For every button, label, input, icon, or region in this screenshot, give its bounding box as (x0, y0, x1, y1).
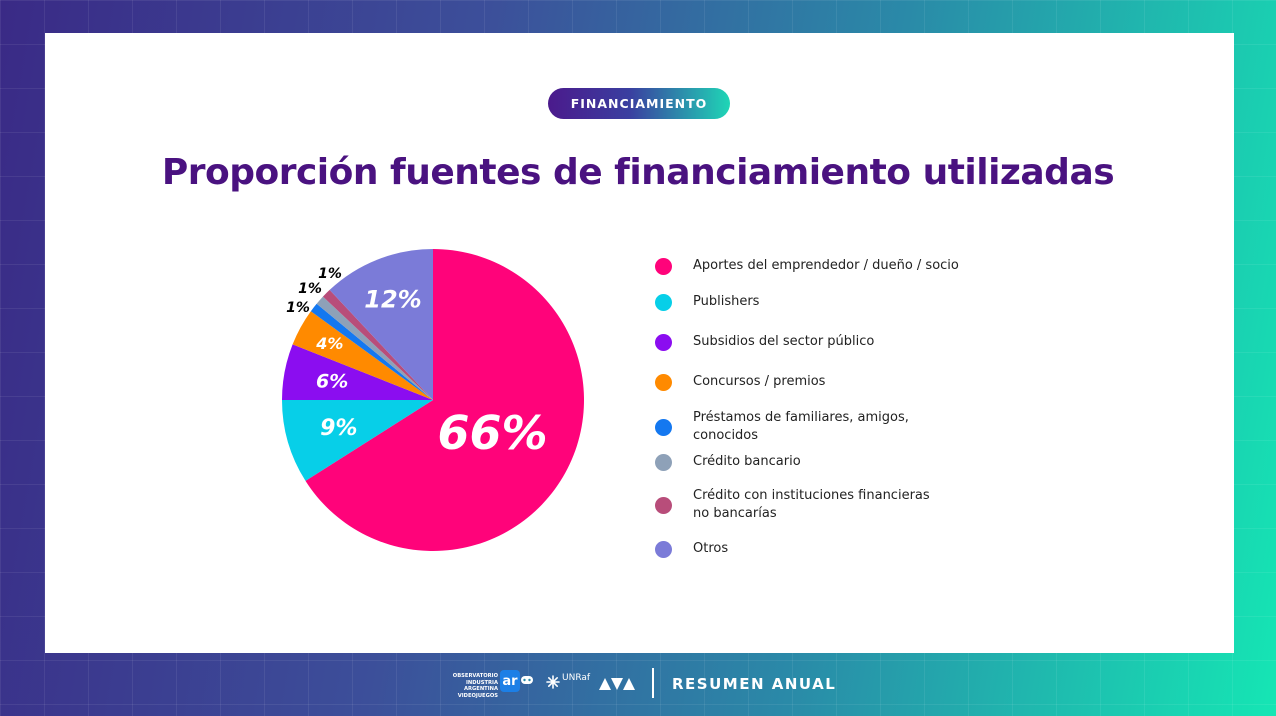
legend-item: Préstamos de familiares, amigos, conocid… (655, 409, 963, 445)
slice-label: 4% (315, 334, 343, 353)
pie-slice (322, 289, 433, 400)
pie-slice (282, 344, 433, 400)
legend-swatch (655, 540, 672, 558)
legend-item: Concursos / premios (655, 373, 963, 391)
legend-label: Otros (693, 541, 729, 556)
legend-label: Aportes del emprendedor / dueño / socio (693, 258, 959, 273)
slice-label: 66% (437, 406, 547, 460)
legend-swatch (655, 453, 672, 471)
legend-swatch (655, 496, 672, 514)
legend-label: Concursos / premios (693, 374, 826, 389)
legend-swatch (655, 293, 672, 311)
slice-label: 1% (298, 281, 322, 297)
pie-slice (316, 296, 433, 400)
logo-line: INDUSTRIA ARGENTINA (464, 679, 498, 693)
footer-divider (652, 668, 654, 698)
legend-item: Otros (655, 540, 963, 558)
legend-label: Publishers (693, 294, 760, 309)
legend-swatch (655, 333, 672, 351)
footer: OBSERVATORIO INDUSTRIA ARGENTINA VIDEOJU… (0, 663, 1276, 708)
section-badge: FINANCIAMIENTO (548, 88, 730, 119)
observatorio-logo-text: OBSERVATORIO INDUSTRIA ARGENTINA VIDEOJU… (432, 673, 498, 699)
slice-label: 12% (364, 285, 421, 313)
legend-label: Crédito bancario (693, 454, 801, 469)
legend-label: Crédito con instituciones financieras no… (693, 488, 930, 521)
ava-logo-icon (599, 678, 635, 690)
logo-line: VIDEOJUEGOS (457, 692, 498, 699)
legend-label: Subsidios del sector público (693, 334, 875, 349)
unraf-logo-text: UNRaf (562, 673, 591, 683)
pie-slice (282, 400, 433, 481)
legend-item: Publishers (655, 293, 963, 311)
slice-label: 1% (318, 266, 342, 282)
ar-logo: ar (500, 670, 520, 692)
slice-label: 6% (316, 370, 348, 392)
legend-swatch (655, 257, 672, 275)
pie-slice (305, 249, 585, 551)
legend-swatch (655, 418, 672, 436)
legend-item: Aportes del emprendedor / dueño / socio (655, 257, 963, 275)
legend-item: Subsidios del sector público (655, 333, 963, 351)
pie-slice (329, 249, 433, 400)
legend-item: Crédito bancario (655, 453, 963, 471)
pie-slice (292, 311, 433, 400)
legend-label: Préstamos de familiares, amigos, conocid… (693, 410, 909, 443)
legend-swatch (655, 373, 672, 391)
footer-title: RESUMEN ANUAL (672, 675, 837, 693)
slice-label: 1% (286, 300, 310, 316)
page-title: Proporción fuentes de financiamiento uti… (161, 152, 1115, 193)
slice-label: 9% (320, 416, 357, 441)
slide-card (45, 33, 1234, 653)
logo-line: OBSERVATORIO (452, 673, 498, 679)
gamepad-icon (521, 676, 533, 684)
pie-slice (310, 303, 433, 400)
legend-item: Crédito con instituciones financieras no… (655, 487, 933, 523)
pie-chart: 66%9%6%4%1%1%1%12% (282, 249, 585, 551)
unraf-star-icon (546, 675, 560, 689)
